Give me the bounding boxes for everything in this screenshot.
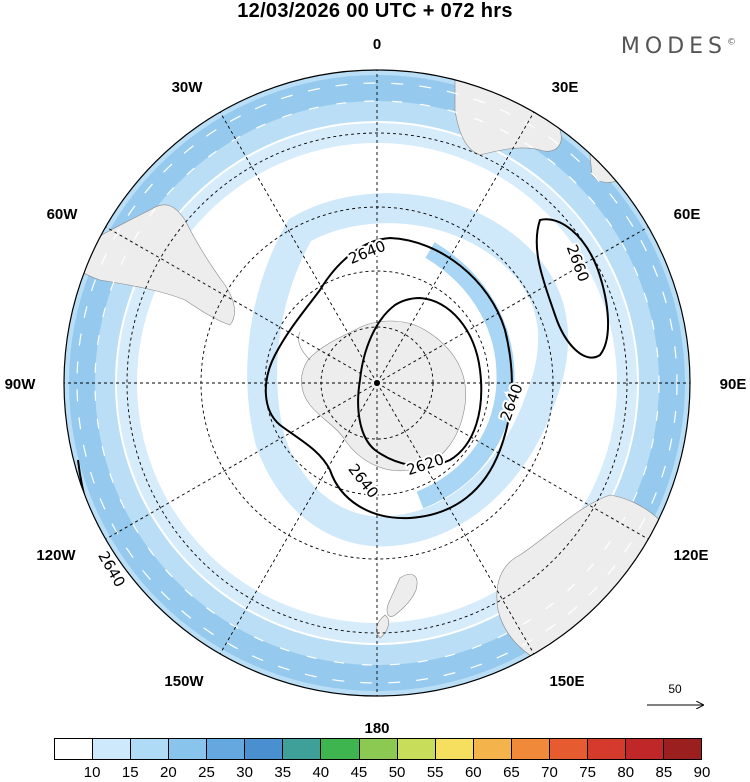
colorbar-label: 80 (617, 764, 635, 781)
colorbar-label: 70 (541, 764, 558, 781)
colorbar-cell (321, 739, 360, 759)
colorbar-label: 55 (426, 764, 444, 781)
lon-label-90w: 90W (5, 376, 37, 393)
colorbar-label: 25 (198, 764, 215, 781)
colorbar-label: 90 (693, 764, 711, 781)
lon-label-180: 180 (364, 720, 389, 737)
antarctica-landmass (301, 320, 467, 472)
contour-2640 (264, 236, 513, 520)
colorbar-cell (511, 739, 550, 759)
colorbar-label: 50 (388, 764, 406, 781)
colorbar-label: 65 (503, 764, 520, 781)
colorbar-label: 85 (655, 764, 673, 781)
lon-label-30e: 30E (552, 79, 579, 96)
reference-vector-value: 50 (668, 682, 682, 696)
colorbar-cell (245, 739, 284, 759)
colorbar-cell (664, 739, 702, 759)
colorbar-cell (549, 739, 588, 759)
lon-label-90e: 90E (720, 376, 747, 393)
colorbar-label: 15 (121, 764, 139, 781)
longitude-labels: 0 30W 30E 60W 60E 90W 90E 120W 120E 150W… (5, 36, 747, 737)
colorbar-label: 60 (464, 764, 482, 781)
colorbar-cell (283, 739, 322, 759)
lon-label-120e: 120E (673, 547, 708, 564)
inner-jet-ring (247, 193, 569, 547)
lon-label-30w: 30W (172, 79, 204, 96)
polar-map: 2640 2620 2640 2640 2660 2640 0 30W 30E … (5, 36, 747, 737)
colorbar-label: 45 (350, 764, 368, 781)
brand-logo: MODES© (621, 34, 736, 59)
brand-mark: © (727, 37, 736, 48)
colorbar-cell (207, 739, 246, 759)
colorbar-cell (587, 739, 626, 759)
colorbar-label: 10 (83, 764, 101, 781)
reference-vector: 50 (647, 682, 703, 705)
south-pole-marker (374, 380, 380, 386)
lon-label-150e: 150E (549, 673, 584, 690)
colorbar-label: 35 (274, 764, 292, 781)
colorbar-cell (93, 739, 132, 759)
africa-landmass (454, 70, 562, 156)
colorbar-label: 40 (312, 764, 330, 781)
contour-2660 (535, 218, 609, 359)
colorbar-label: 75 (579, 764, 596, 781)
colorbar-cell (473, 739, 512, 759)
brand-name: MODES (620, 34, 727, 59)
map-disk (64, 70, 690, 696)
colorbar-label: 20 (160, 764, 177, 781)
lon-label-120w: 120W (36, 547, 76, 564)
colorbar-cell (359, 739, 398, 759)
colorbar-cell (625, 739, 664, 759)
lon-label-60w: 60W (47, 206, 79, 223)
colorbar-cell (169, 739, 208, 759)
lon-label-0: 0 (373, 36, 381, 53)
map-boundary (63, 69, 691, 697)
lon-label-60e: 60E (674, 206, 701, 223)
new-zealand-landmass (386, 574, 418, 617)
colorbar-cell (55, 739, 94, 759)
colorbar-cell (397, 739, 436, 759)
contour-2620 (357, 296, 483, 467)
colorbar-label: 30 (236, 764, 253, 781)
lon-label-150w: 150W (164, 673, 204, 690)
colorbar (54, 738, 702, 760)
colorbar-labels: 10 15 20 25 30 35 40 45 50 55 60 65 70 75 80 85 90 (54, 764, 711, 782)
meridians (64, 70, 690, 696)
colorbar-cell (435, 739, 474, 759)
colorbar-cell (131, 739, 170, 759)
map-title: 12/03/2026 00 UTC + 072 hrs (237, 0, 513, 22)
